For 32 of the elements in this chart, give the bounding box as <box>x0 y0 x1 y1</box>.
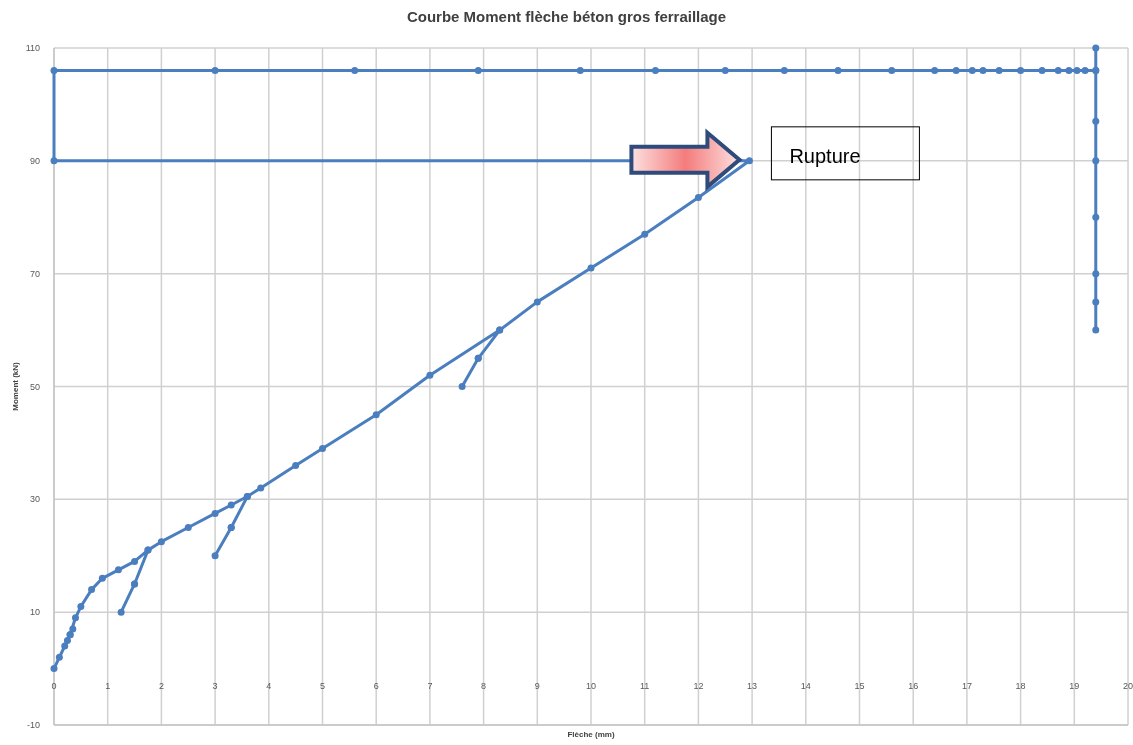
x-tick-label: 13 <box>747 681 758 691</box>
annotation: Rupture <box>789 144 861 167</box>
y-tick-label: 10 <box>29 607 40 618</box>
y-tick-label: -10 <box>26 720 40 730</box>
x-tick-label: 2 <box>158 681 164 691</box>
y-axis-title: Moment (kN) <box>11 361 20 411</box>
x-tick-label: 15 <box>854 681 865 691</box>
x-tick-label: 20 <box>1122 681 1133 691</box>
x-tick-label: 1 <box>105 681 111 691</box>
x-tick-label: 7 <box>427 681 433 691</box>
x-tick-label: 18 <box>1015 681 1026 691</box>
x-tick-label: 14 <box>800 681 811 691</box>
y-tick-label: 50 <box>29 381 40 392</box>
x-tick-label: 6 <box>373 681 379 691</box>
y-tick-label: 30 <box>29 494 40 505</box>
x-tick-label: 16 <box>908 681 919 691</box>
x-axis-title: Flèche (mm) <box>567 730 615 739</box>
x-tick-label: 17 <box>961 681 972 691</box>
x-tick-label: 4 <box>266 681 272 691</box>
x-tick-label: 3 <box>212 681 218 691</box>
chart-title: Courbe Moment flèche béton gros ferraillage <box>406 8 727 25</box>
x-tick-label: 12 <box>693 681 704 691</box>
y-tick-label: 90 <box>29 155 40 166</box>
x-tick-label: 8 <box>481 681 487 691</box>
y-tick-label: 70 <box>29 268 40 279</box>
x-tick-label: 9 <box>534 681 540 691</box>
x-tick-label: 5 <box>319 681 326 691</box>
x-tick-label: 11 <box>640 681 650 691</box>
x-tick-label: 0 <box>51 681 57 691</box>
x-tick-label: 10 <box>585 681 597 691</box>
y-tick-label: 110 <box>25 43 40 53</box>
x-tick-label: 19 <box>1069 681 1080 691</box>
